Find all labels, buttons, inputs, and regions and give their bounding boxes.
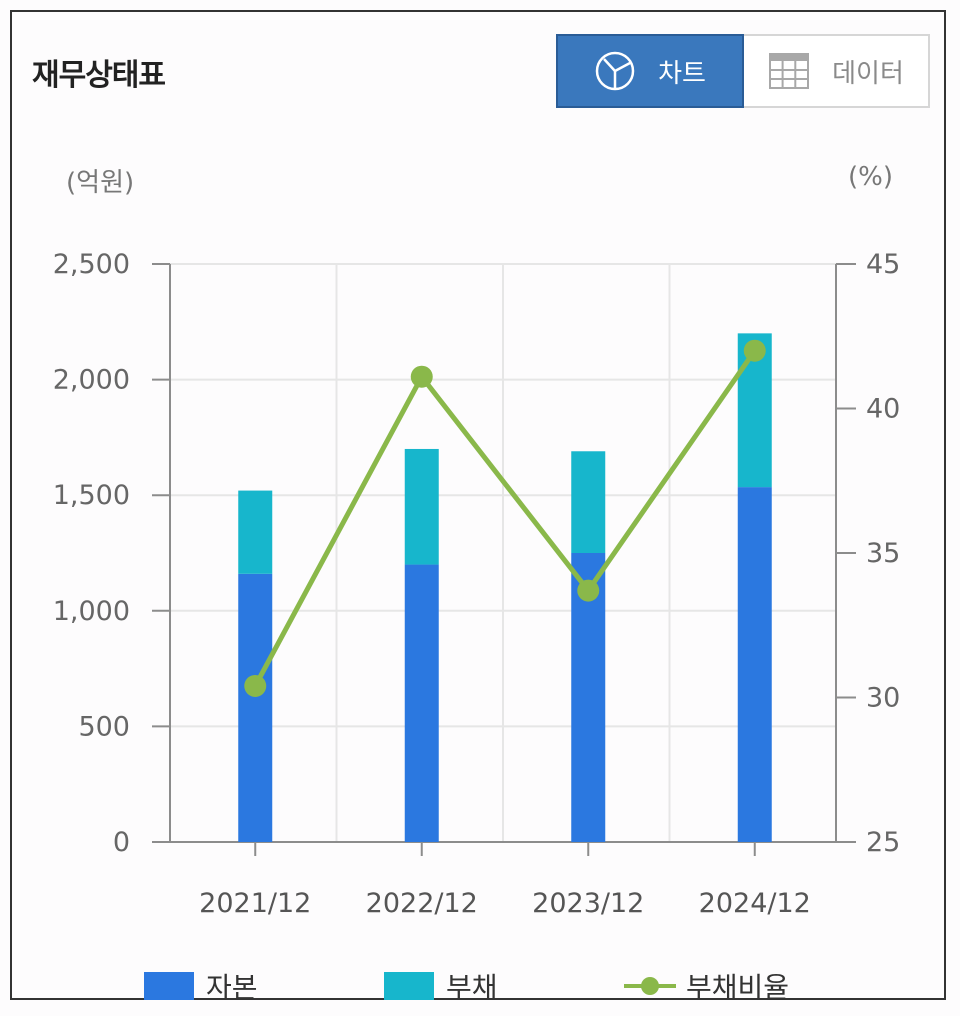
left-axis-tick-label: 0 xyxy=(113,827,130,858)
left-axis-tick-label: 1,000 xyxy=(53,596,130,627)
x-axis-tick-label: 2023/12 xyxy=(532,888,644,919)
bar-liabilities-2021-12 xyxy=(238,490,273,574)
right-axis-tick-label: 35 xyxy=(866,538,900,569)
table-icon xyxy=(769,53,810,89)
legend-item-ratio: 부채비율 xyxy=(622,966,789,1006)
data-view-label: 데이터 xyxy=(832,58,904,89)
left-axis-unit: (억원) xyxy=(66,168,135,198)
legend-label-ratio: 부채비율 xyxy=(686,971,790,1004)
legend-label-liabilities: 부채 xyxy=(446,971,498,1004)
right-axis-tick-label: 45 xyxy=(866,249,900,280)
right-axis-tick-label: 40 xyxy=(866,394,900,425)
bar-equity-2022-12 xyxy=(404,564,439,842)
bar-equity-2024-12 xyxy=(737,487,772,842)
bar-equity-2021-12 xyxy=(238,573,273,842)
bar-liabilities-2023-12 xyxy=(571,451,606,553)
x-axis-tick-label: 2021/12 xyxy=(199,888,311,919)
view-toggle: 차트 데이터 xyxy=(556,34,930,108)
x-axis-tick-label: 2022/12 xyxy=(366,888,478,919)
ratio-point-2022-12 xyxy=(410,365,433,388)
ratio-line xyxy=(253,349,757,688)
chart-view-label: 차트 xyxy=(658,58,706,89)
chart-card xyxy=(10,10,946,1000)
left-axis-tick-label: 1,500 xyxy=(53,480,130,511)
right-axis-tick-label: 25 xyxy=(866,827,900,858)
ratio-line-swatch xyxy=(624,977,676,995)
pie-chart-icon xyxy=(595,51,635,91)
liabilities-swatch xyxy=(384,972,434,1000)
data-view-button[interactable]: 데이터 xyxy=(744,34,930,108)
right-axis-unit: (%) xyxy=(848,162,893,192)
left-axis-tick-label: 500 xyxy=(78,711,130,742)
equity-swatch xyxy=(144,972,194,1000)
right-axis-tick-label: 30 xyxy=(866,683,900,714)
legend-label-equity: 자본 xyxy=(206,971,258,1004)
legend-item-liabilities: 부채 xyxy=(384,966,498,1006)
page-title: 재무상태표 xyxy=(32,58,166,93)
ratio-point-2024-12 xyxy=(743,339,766,362)
x-axis-tick-label: 2024/12 xyxy=(699,888,811,919)
bar-liabilities-2022-12 xyxy=(404,448,439,565)
chart-view-button[interactable]: 차트 xyxy=(556,34,744,108)
ratio-point-2021-12 xyxy=(244,674,267,697)
legend-item-equity: 자본 xyxy=(144,966,258,1006)
legend: 자본 부채 부채비율 xyxy=(0,966,960,1006)
ratio-point-2023-12 xyxy=(577,579,600,602)
left-axis-tick-label: 2,500 xyxy=(53,249,130,280)
left-axis-tick-label: 2,000 xyxy=(53,365,130,396)
